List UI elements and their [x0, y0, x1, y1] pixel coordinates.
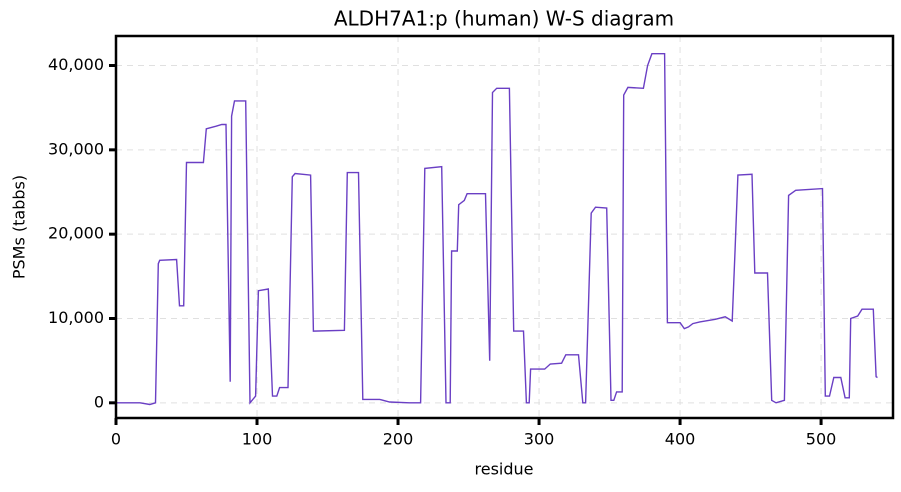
x-axis-label: residue — [475, 460, 534, 479]
y-axis-label: PSMs (tabbs) — [10, 175, 29, 279]
y-tick-label: 0 — [94, 392, 104, 411]
x-tick-label: 400 — [665, 430, 696, 449]
y-tick-label: 10,000 — [48, 308, 104, 327]
x-tick-label: 500 — [806, 430, 837, 449]
y-tick-label: 40,000 — [48, 55, 104, 74]
x-tick-label: 0 — [111, 430, 121, 449]
data-line — [116, 53, 878, 406]
x-tick-label: 300 — [524, 430, 555, 449]
y-tick-label: 20,000 — [48, 224, 104, 243]
x-tick-label: 100 — [242, 430, 273, 449]
plot-frame — [114, 34, 895, 420]
y-tick-label: 30,000 — [48, 139, 104, 158]
x-tick-label: 200 — [383, 430, 414, 449]
chart-title: ALDH7A1:p (human) W-S diagram — [334, 7, 674, 31]
